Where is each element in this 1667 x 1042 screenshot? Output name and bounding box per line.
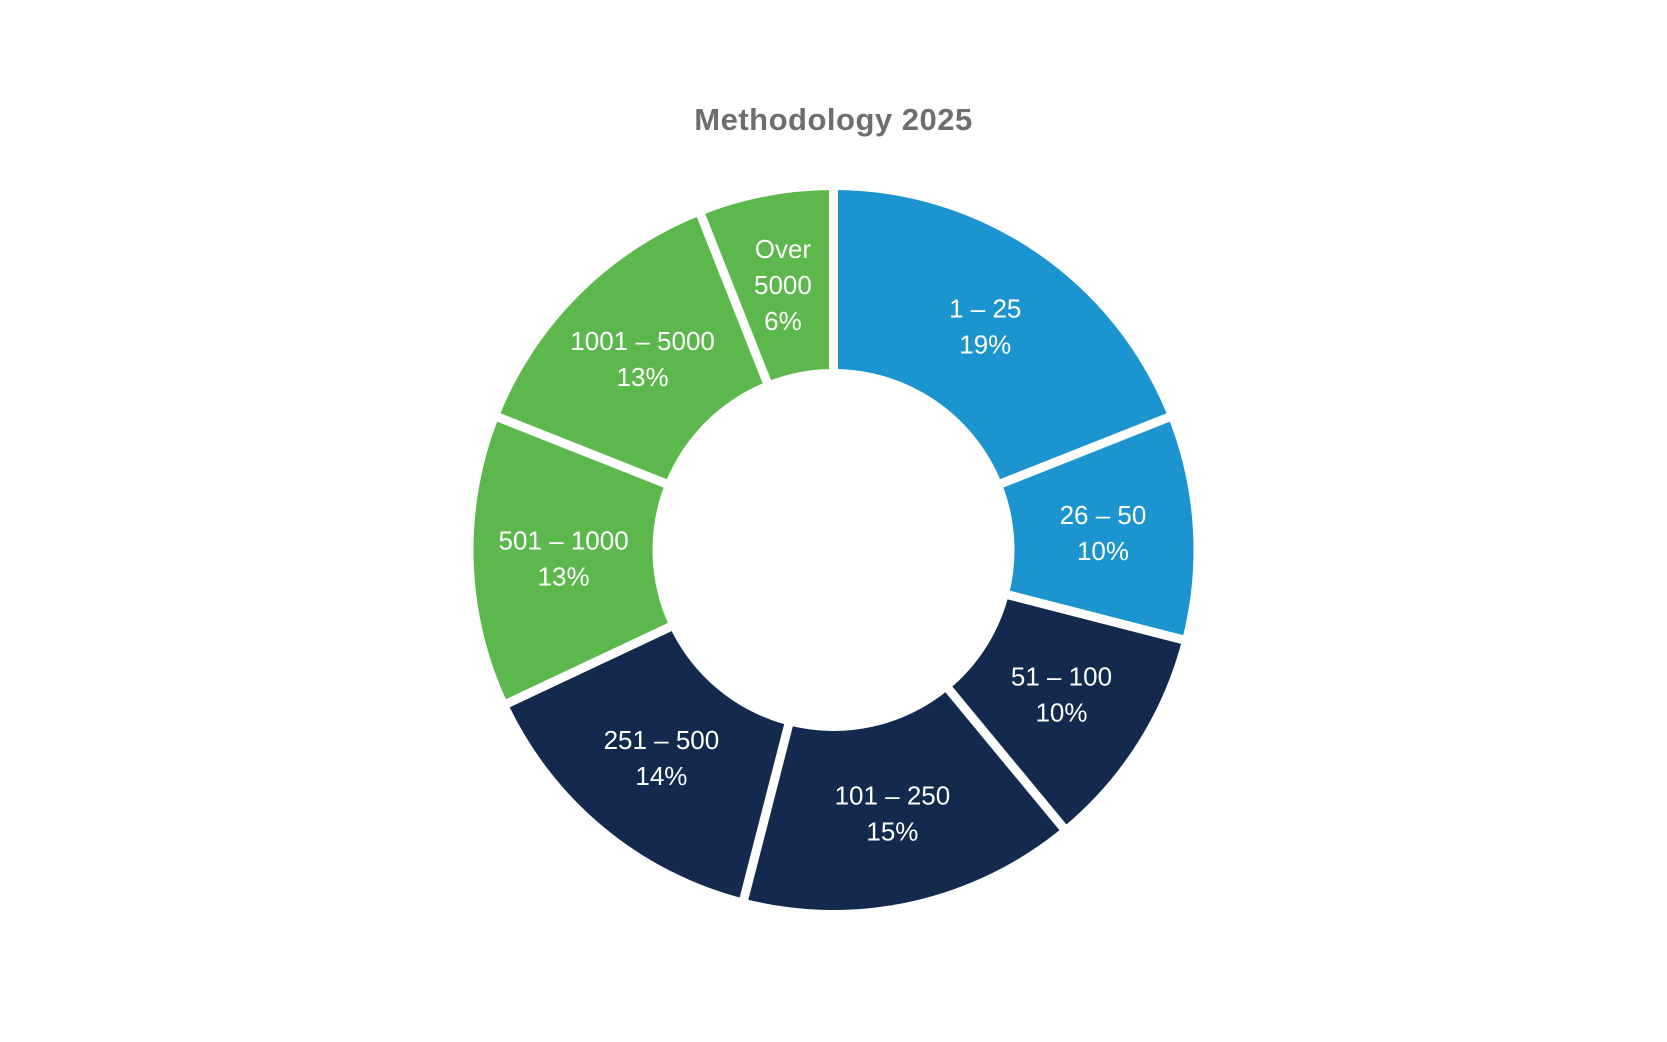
segment-label-over-5000: Over 5000 6%: [754, 234, 812, 336]
segment-label-26-50: 26 – 50 10%: [1060, 500, 1147, 566]
segment-label-251-500: 251 – 500 14%: [604, 725, 720, 791]
donut-segment-501-1000: [473, 417, 670, 704]
donut-segment-1-25: [833, 190, 1169, 484]
segment-divider: [940, 680, 1072, 837]
segment-divider: [693, 206, 774, 391]
donut-segment-over-5000: [700, 190, 834, 382]
segment-label-101-250: 101 – 250 15%: [835, 781, 951, 847]
donut-segment-101-250: [743, 689, 1063, 910]
donut-segment-251-500: [507, 627, 789, 899]
chart-title: Methodology 2025: [694, 102, 973, 137]
segment-divider: [992, 410, 1178, 491]
segment-label-501-1000: 501 – 1000 13%: [499, 525, 629, 591]
segment-divider: [498, 619, 679, 711]
segment-divider: [489, 410, 675, 491]
donut-segment-26-50: [1001, 417, 1194, 640]
donut-segment-1001-5000: [498, 215, 767, 484]
segment-divider: [737, 716, 795, 908]
donut-segment-51-100: [948, 595, 1183, 828]
segment-divider: [999, 588, 1192, 646]
segment-label-1-25: 1 – 25 19%: [949, 294, 1021, 360]
segment-label-1001-5000: 1001 – 5000 13%: [570, 326, 715, 392]
segment-label-51-100: 51 – 100 10%: [1011, 662, 1112, 728]
